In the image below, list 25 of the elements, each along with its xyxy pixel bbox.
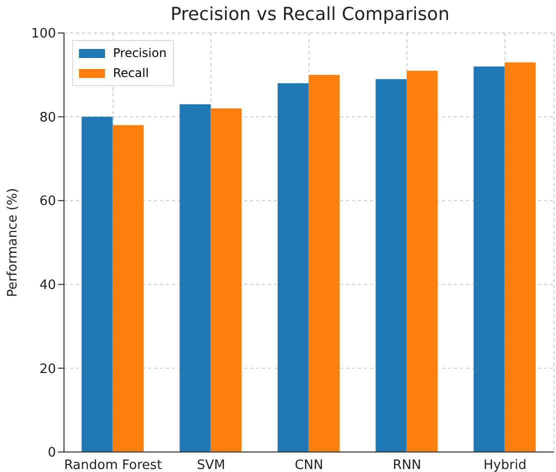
bar	[376, 79, 407, 452]
bar	[308, 74, 340, 452]
bar	[474, 66, 505, 452]
y-tick-label: 20	[39, 362, 56, 377]
bar	[180, 104, 211, 452]
y-tick-label: 100	[31, 26, 56, 42]
bar	[278, 83, 309, 452]
bar	[112, 125, 144, 452]
bar	[406, 70, 438, 452]
x-tick-label: RNN	[392, 458, 422, 472]
x-tick-label: Random Forest	[64, 458, 162, 472]
x-tick-label: Hybrid	[484, 458, 526, 472]
x-tick-label: SVM	[196, 458, 226, 472]
bar	[504, 62, 536, 452]
legend-label: Recall	[112, 65, 150, 82]
y-tick-label: 60	[39, 194, 56, 210]
y-axis-title: Performance (%)	[6, 188, 21, 298]
chart-title: Precision vs Recall Comparison	[170, 4, 450, 25]
legend-label: Precision	[112, 45, 167, 62]
bar	[210, 108, 242, 452]
x-tick-label: CNN	[294, 458, 324, 472]
bar	[82, 116, 113, 452]
y-tick-label: 40	[39, 278, 56, 294]
y-tick-label: 80	[39, 110, 56, 126]
y-tick-label: 0	[48, 446, 56, 461]
